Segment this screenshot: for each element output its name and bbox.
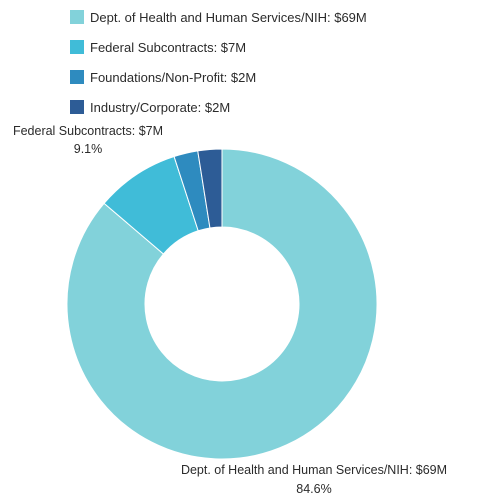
slice-0 xyxy=(66,148,378,460)
legend-swatch-1 xyxy=(70,40,84,54)
data-label-name-1: Federal Subcontracts: $7M xyxy=(13,124,163,138)
legend-label-2: Foundations/Non-Profit: $2M xyxy=(90,70,256,85)
legend-swatch-3 xyxy=(70,100,84,114)
legend-swatch-2 xyxy=(70,70,84,84)
data-label-percent-1: 9.1% xyxy=(74,142,103,156)
legend-swatch-0 xyxy=(70,10,84,24)
slice-3 xyxy=(197,148,223,229)
legend-label-0: Dept. of Health and Human Services/NIH: … xyxy=(90,10,367,25)
data-label-percent-0: 84.6% xyxy=(296,482,331,496)
data-label-name-0: Dept. of Health and Human Services/NIH: … xyxy=(181,463,447,477)
donut-slices xyxy=(66,148,378,460)
legend-label-1: Federal Subcontracts: $7M xyxy=(90,40,246,55)
legend-label-3: Industry/Corporate: $2M xyxy=(90,100,230,115)
data-labels: Dept. of Health and Human Services/NIH: … xyxy=(13,124,447,496)
legend: Dept. of Health and Human Services/NIH: … xyxy=(70,10,367,115)
